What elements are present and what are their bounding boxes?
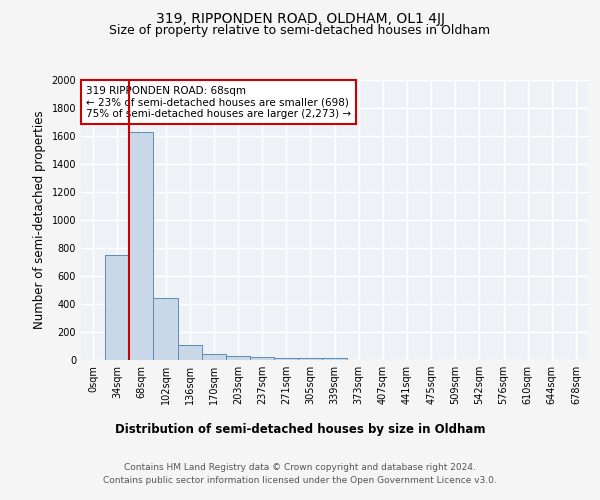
Text: Distribution of semi-detached houses by size in Oldham: Distribution of semi-detached houses by … bbox=[115, 422, 485, 436]
Bar bbox=[129, 132, 154, 360]
Y-axis label: Number of semi-detached properties: Number of semi-detached properties bbox=[33, 110, 46, 330]
Text: Contains HM Land Registry data © Crown copyright and database right 2024.: Contains HM Land Registry data © Crown c… bbox=[124, 462, 476, 471]
Bar bbox=[178, 344, 202, 360]
Bar bbox=[274, 358, 298, 360]
Bar bbox=[298, 358, 322, 360]
Bar bbox=[105, 255, 129, 360]
Bar bbox=[322, 358, 347, 360]
Text: Contains public sector information licensed under the Open Government Licence v3: Contains public sector information licen… bbox=[103, 476, 497, 485]
Text: Size of property relative to semi-detached houses in Oldham: Size of property relative to semi-detach… bbox=[109, 24, 491, 37]
Bar bbox=[154, 298, 178, 360]
Text: 319 RIPPONDEN ROAD: 68sqm
← 23% of semi-detached houses are smaller (698)
75% of: 319 RIPPONDEN ROAD: 68sqm ← 23% of semi-… bbox=[86, 86, 351, 119]
Bar bbox=[202, 354, 226, 360]
Bar bbox=[226, 356, 250, 360]
Text: 319, RIPPONDEN ROAD, OLDHAM, OL1 4JJ: 319, RIPPONDEN ROAD, OLDHAM, OL1 4JJ bbox=[155, 12, 445, 26]
Bar bbox=[250, 357, 274, 360]
